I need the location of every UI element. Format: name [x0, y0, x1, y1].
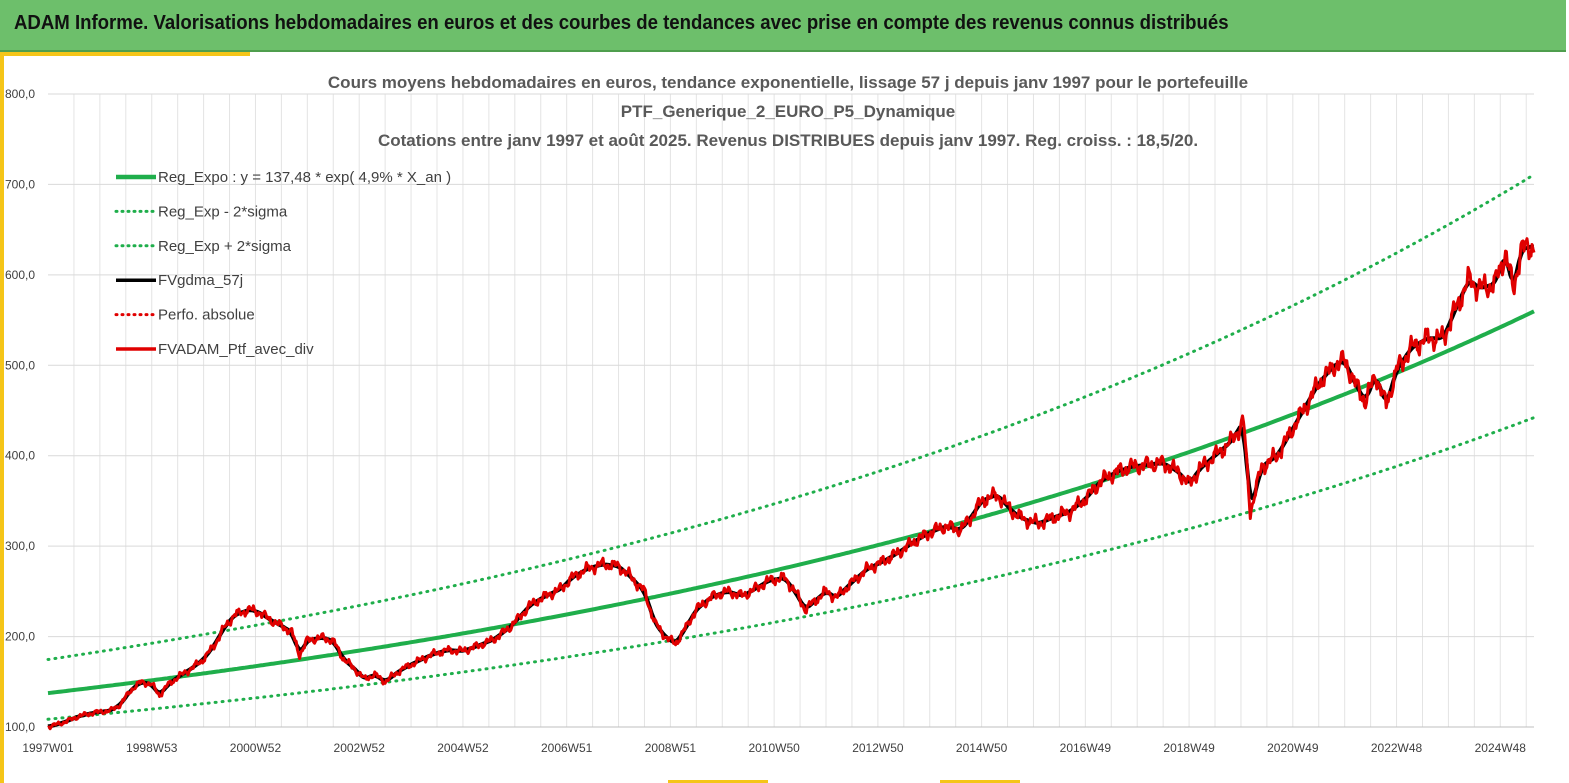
x-tick-label: 2024W48 [1475, 741, 1527, 755]
x-tick-label: 2014W50 [956, 741, 1008, 755]
chart-title-line-1: Cours moyens hebdomadaires en euros, ten… [328, 73, 1248, 92]
header-banner: ADAM Informe. Valorisations hebdomadaire… [0, 0, 1566, 52]
x-tick-label: 2012W50 [852, 741, 904, 755]
legend-label: Perfo. absolue [158, 307, 255, 324]
y-tick-label: 600,0 [5, 268, 35, 282]
x-tick-label: 2002W52 [334, 741, 386, 755]
legend-label: Reg_Exp + 2*sigma [158, 238, 292, 255]
x-tick-label: 1997W01 [22, 741, 74, 755]
y-tick-label: 400,0 [5, 449, 35, 463]
upper-band-line [46, 173, 1536, 661]
x-tick-label: 1998W53 [126, 741, 178, 755]
y-axis-ticks: 100,0 200,0 300,0 400,0 500,0 600,0 700,0 800,0 [5, 87, 35, 734]
left-edge-accent [0, 56, 4, 783]
legend-label: FVADAM_Ptf_avec_div [158, 341, 314, 358]
x-axis-ticks: 1997W01 1998W53 2000W52 2002W52 2004W52 2006W… [22, 741, 1526, 755]
chart-title-line-3: Cotations entre janv 1997 et août 2025. … [378, 131, 1198, 150]
accent-bar [0, 52, 250, 56]
x-tick-label: 2010W50 [748, 741, 800, 755]
y-tick-label: 200,0 [5, 630, 35, 644]
x-tick-label: 2004W52 [437, 741, 489, 755]
x-tick-label: 2018W49 [1163, 741, 1215, 755]
x-tick-label: 2008W51 [645, 741, 697, 755]
y-tick-label: 800,0 [5, 87, 35, 101]
y-tick-label: 100,0 [5, 720, 35, 734]
y-tick-label: 700,0 [5, 177, 35, 191]
bottom-accent [668, 780, 768, 783]
legend-label: FVgdma_57j [158, 272, 243, 289]
series [46, 173, 1536, 731]
page-title: ADAM Informe. Valorisations hebdomadaire… [14, 12, 1229, 34]
legend-label: Reg_Exp - 2*sigma [158, 203, 288, 220]
bottom-accent [940, 780, 1020, 783]
gridlines [48, 93, 1534, 728]
x-tick-label: 2006W51 [541, 741, 593, 755]
lower-band-line [46, 416, 1536, 721]
legend-label: Reg_Expo : y = 137,48 * exp( 4,9% * X_an… [158, 169, 451, 186]
x-tick-label: 2022W48 [1371, 741, 1423, 755]
price-line [47, 237, 1536, 731]
regression-line [47, 309, 1535, 696]
x-tick-label: 2020W49 [1267, 741, 1319, 755]
legend: Reg_Expo : y = 137,48 * exp( 4,9% * X_an… [114, 169, 451, 358]
smoothed-line [47, 244, 1535, 729]
y-tick-label: 500,0 [5, 358, 35, 372]
chart-title: Cours moyens hebdomadaires en euros, ten… [328, 73, 1248, 150]
y-tick-label: 300,0 [5, 539, 35, 553]
chart-title-line-2: PTF_Generique_2_EURO_P5_Dynamique [621, 102, 955, 121]
x-tick-label: 2000W52 [230, 741, 282, 755]
x-tick-label: 2016W49 [1060, 741, 1112, 755]
